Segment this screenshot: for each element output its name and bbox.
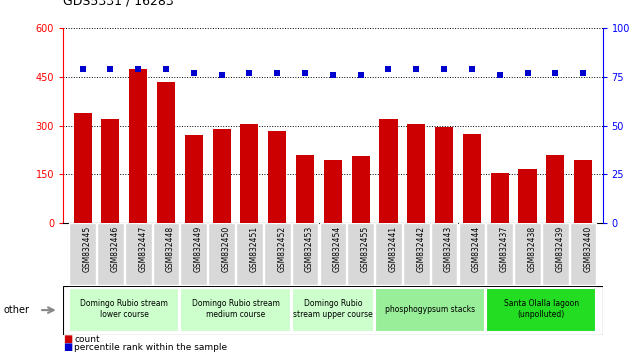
Bar <box>519 169 536 223</box>
Bar <box>157 82 175 223</box>
Bar <box>324 160 342 223</box>
FancyBboxPatch shape <box>292 288 374 332</box>
Text: Domingo Rubio stream
lower course: Domingo Rubio stream lower course <box>80 299 168 319</box>
Text: GSM832448: GSM832448 <box>166 226 175 272</box>
Text: GSM832437: GSM832437 <box>500 226 509 272</box>
Point <box>105 67 115 72</box>
Text: GSM832455: GSM832455 <box>361 226 370 272</box>
Point <box>161 67 171 72</box>
Text: GSM832453: GSM832453 <box>305 226 314 272</box>
FancyBboxPatch shape <box>542 223 569 285</box>
FancyBboxPatch shape <box>153 223 179 285</box>
Bar <box>129 69 147 223</box>
Point <box>133 67 143 72</box>
Bar <box>185 135 203 223</box>
Text: other: other <box>3 305 29 315</box>
Text: Domingo Rubio
stream upper course: Domingo Rubio stream upper course <box>293 299 373 319</box>
Text: ■: ■ <box>63 334 73 344</box>
Point <box>300 70 310 76</box>
FancyBboxPatch shape <box>69 288 179 332</box>
Text: GSM832454: GSM832454 <box>333 226 342 272</box>
Text: count: count <box>74 335 100 344</box>
Bar <box>351 156 370 223</box>
Point <box>328 72 338 78</box>
Bar <box>296 155 314 223</box>
FancyBboxPatch shape <box>375 288 485 332</box>
FancyBboxPatch shape <box>63 286 603 335</box>
Text: ■: ■ <box>63 342 73 352</box>
Text: Santa Olalla lagoon
(unpolluted): Santa Olalla lagoon (unpolluted) <box>504 299 579 319</box>
Bar <box>546 155 564 223</box>
FancyBboxPatch shape <box>403 223 430 285</box>
Text: GSM832440: GSM832440 <box>583 226 592 272</box>
Text: GSM832449: GSM832449 <box>194 226 203 272</box>
Point <box>384 67 394 72</box>
FancyBboxPatch shape <box>514 223 541 285</box>
Bar <box>574 160 592 223</box>
FancyBboxPatch shape <box>180 223 207 285</box>
Point <box>495 72 505 78</box>
FancyBboxPatch shape <box>487 288 596 332</box>
FancyBboxPatch shape <box>125 223 151 285</box>
Bar <box>463 134 481 223</box>
Bar <box>102 119 119 223</box>
Bar <box>491 173 509 223</box>
Text: GSM832444: GSM832444 <box>472 226 481 272</box>
Text: GSM832446: GSM832446 <box>110 226 119 272</box>
Bar <box>268 131 286 223</box>
Point <box>439 67 449 72</box>
Text: GSM832442: GSM832442 <box>416 226 425 272</box>
FancyBboxPatch shape <box>431 223 457 285</box>
Text: GSM832443: GSM832443 <box>444 226 453 272</box>
Bar <box>435 127 453 223</box>
FancyBboxPatch shape <box>487 223 513 285</box>
Text: GSM832450: GSM832450 <box>221 226 230 272</box>
Point <box>244 70 254 76</box>
FancyBboxPatch shape <box>208 223 235 285</box>
Bar <box>74 113 91 223</box>
Text: GSM832447: GSM832447 <box>138 226 147 272</box>
Point <box>189 70 199 76</box>
FancyBboxPatch shape <box>69 223 96 285</box>
Point <box>411 67 422 72</box>
Point <box>550 70 560 76</box>
Text: GSM832445: GSM832445 <box>83 226 91 272</box>
Point <box>216 72 227 78</box>
Text: GSM832452: GSM832452 <box>277 226 286 272</box>
Point <box>578 70 588 76</box>
FancyBboxPatch shape <box>319 223 346 285</box>
FancyBboxPatch shape <box>264 223 291 285</box>
Text: GDS5331 / 16283: GDS5331 / 16283 <box>63 0 174 7</box>
FancyBboxPatch shape <box>347 223 374 285</box>
Text: GSM832438: GSM832438 <box>528 226 536 272</box>
Bar <box>240 124 259 223</box>
Point <box>356 72 366 78</box>
Text: GSM832451: GSM832451 <box>249 226 259 272</box>
Text: phosphogypsum stacks: phosphogypsum stacks <box>385 305 475 314</box>
Bar <box>407 124 425 223</box>
FancyBboxPatch shape <box>97 223 124 285</box>
FancyBboxPatch shape <box>292 223 319 285</box>
Bar <box>213 129 231 223</box>
Text: GSM832441: GSM832441 <box>389 226 398 272</box>
Point <box>522 70 533 76</box>
FancyBboxPatch shape <box>180 288 291 332</box>
FancyBboxPatch shape <box>570 223 596 285</box>
Point <box>467 67 477 72</box>
FancyBboxPatch shape <box>375 223 402 285</box>
Text: GSM832439: GSM832439 <box>555 226 564 272</box>
Bar <box>379 119 398 223</box>
FancyBboxPatch shape <box>459 223 485 285</box>
Text: Domingo Rubio stream
medium course: Domingo Rubio stream medium course <box>192 299 280 319</box>
Point <box>272 70 282 76</box>
FancyBboxPatch shape <box>236 223 262 285</box>
Point <box>78 67 88 72</box>
Text: percentile rank within the sample: percentile rank within the sample <box>74 343 228 352</box>
